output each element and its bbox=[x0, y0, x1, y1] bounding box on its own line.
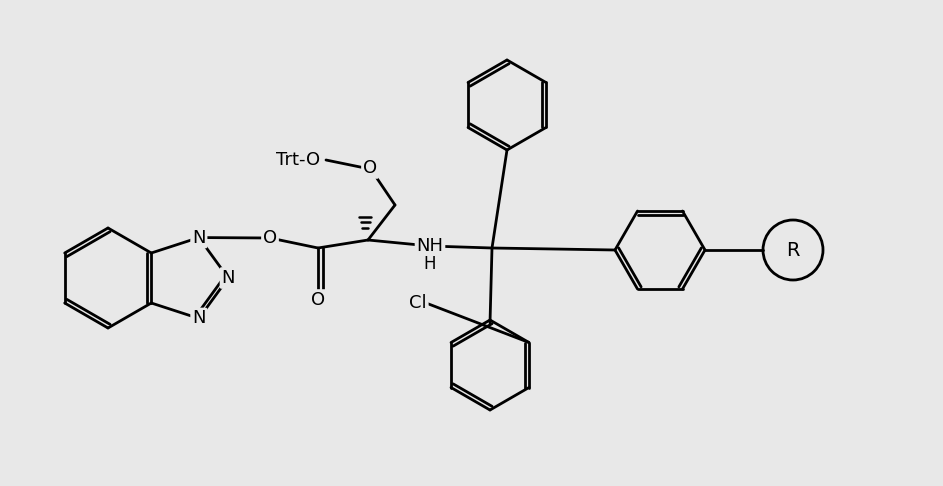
Text: O: O bbox=[311, 291, 325, 309]
Text: Cl: Cl bbox=[409, 294, 427, 312]
Text: O: O bbox=[363, 159, 377, 177]
Text: R: R bbox=[786, 241, 800, 260]
Text: O: O bbox=[263, 229, 277, 247]
Text: Trt-O: Trt-O bbox=[276, 151, 320, 169]
Text: N: N bbox=[192, 228, 206, 246]
Text: N: N bbox=[192, 310, 206, 328]
Text: NH: NH bbox=[417, 237, 443, 255]
Text: H: H bbox=[423, 255, 437, 273]
Text: N: N bbox=[222, 269, 235, 287]
